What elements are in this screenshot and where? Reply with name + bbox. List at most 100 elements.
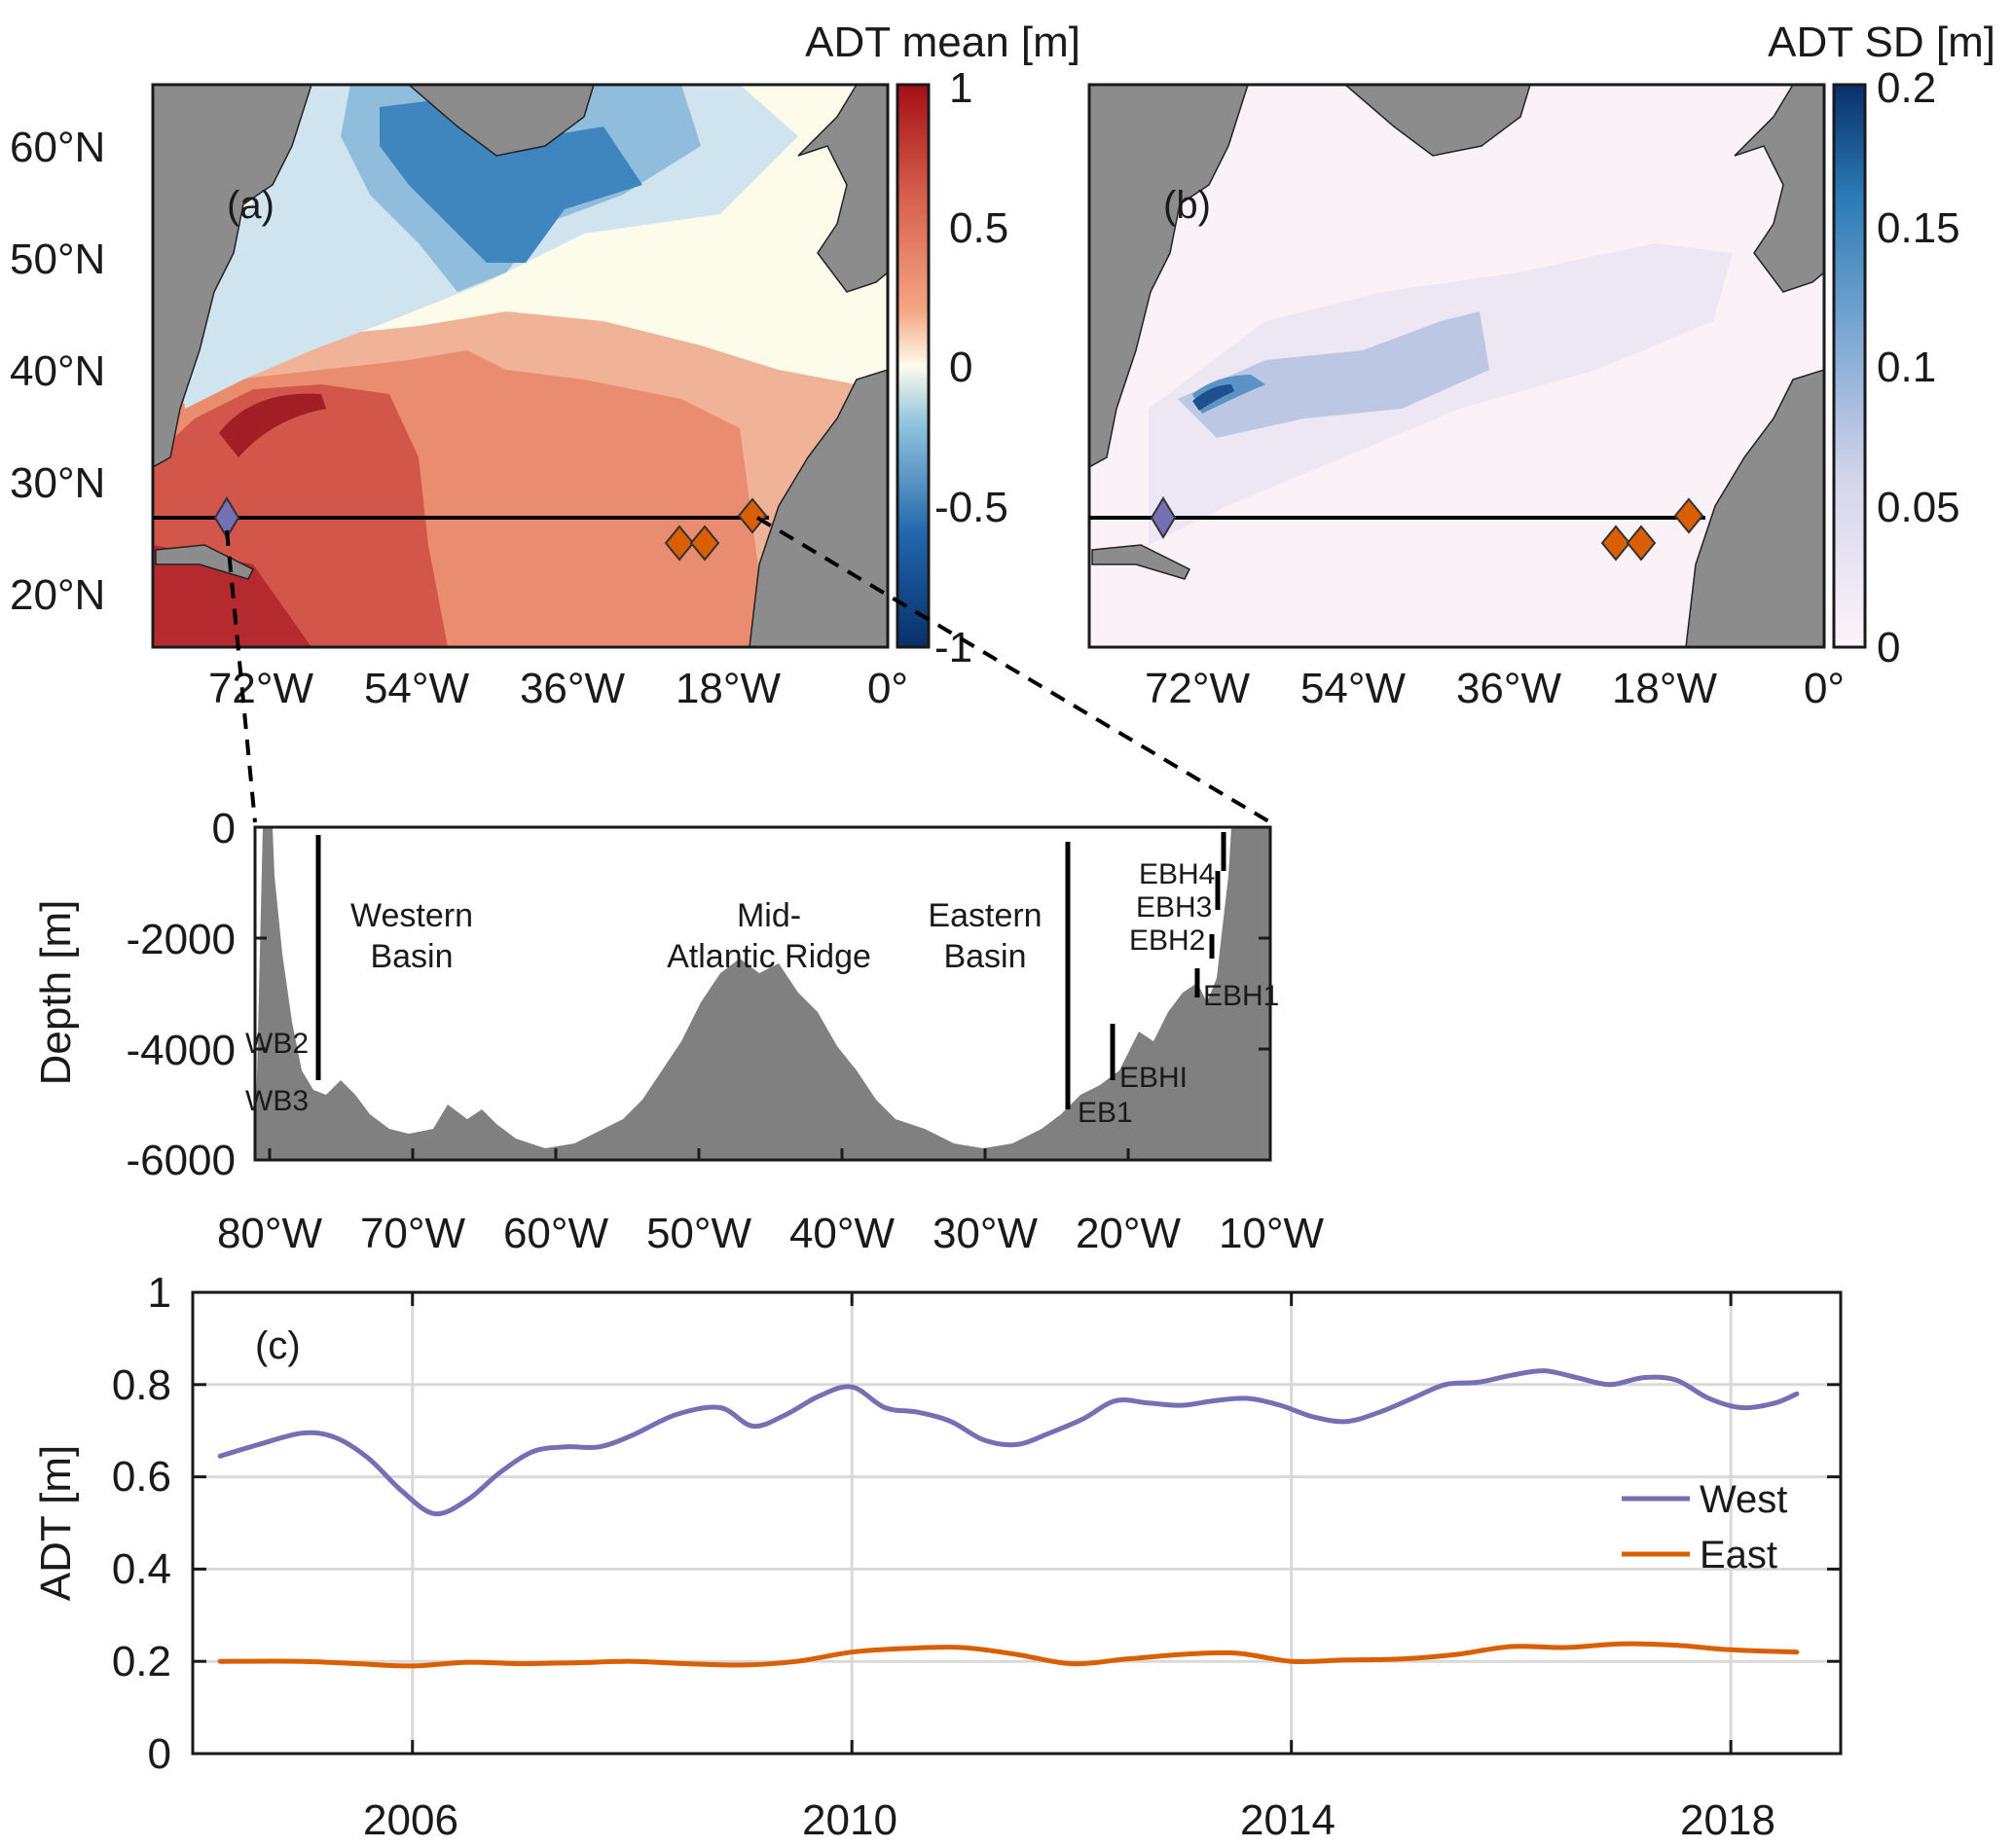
panel-c-gridlines xyxy=(193,1292,1841,1754)
mooring-label-ebh2: EBH2 xyxy=(1129,924,1205,957)
lat-tick-40: 40°N xyxy=(10,347,105,395)
panel-a-land-europe xyxy=(797,85,888,293)
b-cb-tick-005: 0.05 xyxy=(1877,484,1960,531)
panel-c-xtick-labels: 2006 2010 2014 2018 xyxy=(363,1796,1775,1844)
panel-a-colorbar-title: ADT mean [m] xyxy=(805,18,1080,66)
panel-b-frame xyxy=(1087,83,1826,649)
panel-a-label: (a) xyxy=(227,184,274,227)
panel-c-ylabel: ADT [m] xyxy=(32,1445,80,1602)
panel-a-east-marker-2 xyxy=(689,525,720,562)
region-western-1: Western xyxy=(350,897,473,934)
panel-a-frame xyxy=(151,83,890,649)
a-cb-tick-m1: -1 xyxy=(934,624,972,671)
a-cb-tick-1: 1 xyxy=(949,64,972,112)
panel-b-colorbar xyxy=(1832,83,1867,649)
panel-a-cold-core xyxy=(380,97,642,263)
region-ridge-2: Atlantic Ridge xyxy=(667,938,871,975)
panel-a-colorbar xyxy=(896,83,931,649)
section-xtick-40w: 40°W xyxy=(789,1210,896,1257)
a-lon-tick-72w: 72°W xyxy=(208,665,314,712)
c-ytick-08: 0.8 xyxy=(112,1361,171,1409)
panel-c-frame xyxy=(191,1290,1843,1756)
section-xtick-50w: 50°W xyxy=(646,1210,752,1257)
region-eastern-2: Basin xyxy=(943,938,1026,975)
section-ytick-4000: -4000 xyxy=(126,1027,236,1074)
lat-tick-50: 50°N xyxy=(10,236,105,283)
a-cb-tick-05: 0.5 xyxy=(949,204,1008,252)
region-western-2: Basin xyxy=(370,938,453,975)
mooring-label-wb2: WB2 xyxy=(245,1028,309,1060)
section-frame xyxy=(253,825,1272,1162)
b-lon-tick-54w: 54°W xyxy=(1300,665,1407,712)
panel-c-ticks xyxy=(193,1290,1841,1756)
c-xtick-2014: 2014 xyxy=(1240,1796,1335,1844)
panel-b-land-greenland xyxy=(1343,85,1531,157)
panel-b-peak-var xyxy=(1192,384,1234,411)
b-cb-tick-015: 0.15 xyxy=(1877,204,1960,252)
series-line-east xyxy=(217,1641,1800,1669)
a-cb-tick-0: 0 xyxy=(949,344,972,391)
panel-c-series xyxy=(217,1368,1800,1669)
lat-tick-60: 60°N xyxy=(10,124,105,171)
c-ytick-0: 0 xyxy=(148,1730,171,1778)
panel-b-land-africa xyxy=(1685,369,1824,647)
panel-b-low-var xyxy=(1149,243,1733,545)
panel-a-land-greenland xyxy=(407,85,595,157)
c-xtick-2006: 2006 xyxy=(363,1796,458,1844)
panel-a-map xyxy=(153,85,888,647)
mooring-label-eb1: EB1 xyxy=(1078,1097,1133,1129)
panel-a-land-africa xyxy=(749,369,888,647)
panel-b-east-marker-3 xyxy=(1673,497,1704,534)
section-ylabel: Depth [m] xyxy=(32,900,80,1086)
zoom-line-west xyxy=(225,529,257,823)
region-ridge-1: Mid- xyxy=(737,897,801,934)
series-line-west xyxy=(217,1368,1800,1517)
zoom-line-east xyxy=(755,516,1272,824)
panel-b-land-north-america xyxy=(1089,85,1249,468)
c-ytick-06: 0.6 xyxy=(112,1453,171,1501)
section-yticks-marks xyxy=(255,936,1270,1160)
b-lon-tick-36w: 36°W xyxy=(1456,665,1562,712)
panel-b-east-marker-1 xyxy=(1600,525,1631,562)
c-xtick-2018: 2018 xyxy=(1680,1796,1775,1844)
b-lon-tick-72w: 72°W xyxy=(1145,665,1251,712)
c-ytick-02: 0.2 xyxy=(112,1638,171,1685)
panel-c-ytick-labels: 0 0.2 0.4 0.6 0.8 1 xyxy=(112,1269,171,1778)
panel-b-high-var xyxy=(1192,375,1265,414)
mooring-label-ebh1: EBH1 xyxy=(1203,980,1279,1012)
legend-west-label: West xyxy=(1700,1478,1787,1521)
panel-c-label: (c) xyxy=(255,1324,301,1367)
b-cb-tick-01: 0.1 xyxy=(1877,344,1936,391)
a-cb-tick-m05: -0.5 xyxy=(934,484,1008,531)
section-xtick-30w: 30°W xyxy=(933,1210,1039,1257)
panel-b-mid-var xyxy=(1178,311,1489,438)
legend-east-label: East xyxy=(1700,1534,1777,1576)
lat-tick-20: 20°N xyxy=(10,571,105,619)
section-plot xyxy=(255,827,1270,1160)
panel-a-east-marker-3 xyxy=(737,497,768,534)
mooring-label-ebh4: EBH4 xyxy=(1139,858,1215,890)
section-bathymetry xyxy=(255,827,1270,1160)
section-ytick-6000: -6000 xyxy=(126,1137,236,1184)
b-lon-tick-18w: 18°W xyxy=(1612,665,1718,712)
section-xtick-10w: 10°W xyxy=(1219,1210,1325,1257)
section-xtick-70w: 70°W xyxy=(360,1210,466,1257)
panel-b-label: (b) xyxy=(1163,184,1211,227)
panel-c-legend: West East xyxy=(1622,1478,1787,1576)
panel-b-land-europe xyxy=(1734,85,1824,293)
panel-a-east-marker-1 xyxy=(664,525,695,562)
section-ytick-2000: -2000 xyxy=(126,916,236,963)
panel-a-land-north-america xyxy=(153,85,312,468)
a-lon-tick-54w: 54°W xyxy=(364,665,470,712)
section-ytick-0: 0 xyxy=(212,805,236,852)
section-xtick-80w: 80°W xyxy=(217,1210,323,1257)
lat-tick-30: 30°N xyxy=(10,459,105,507)
section-xtick-60w: 60°W xyxy=(503,1210,609,1257)
a-lon-tick-0: 0° xyxy=(867,665,908,712)
a-lon-tick-18w: 18°W xyxy=(676,665,782,712)
a-lon-tick-36w: 36°W xyxy=(520,665,626,712)
c-xtick-2010: 2010 xyxy=(802,1796,897,1844)
section-xtick-20w: 20°W xyxy=(1076,1210,1182,1257)
mooring-label-ebhi: EBHI xyxy=(1119,1062,1188,1094)
panel-b-west-marker xyxy=(1150,496,1177,539)
